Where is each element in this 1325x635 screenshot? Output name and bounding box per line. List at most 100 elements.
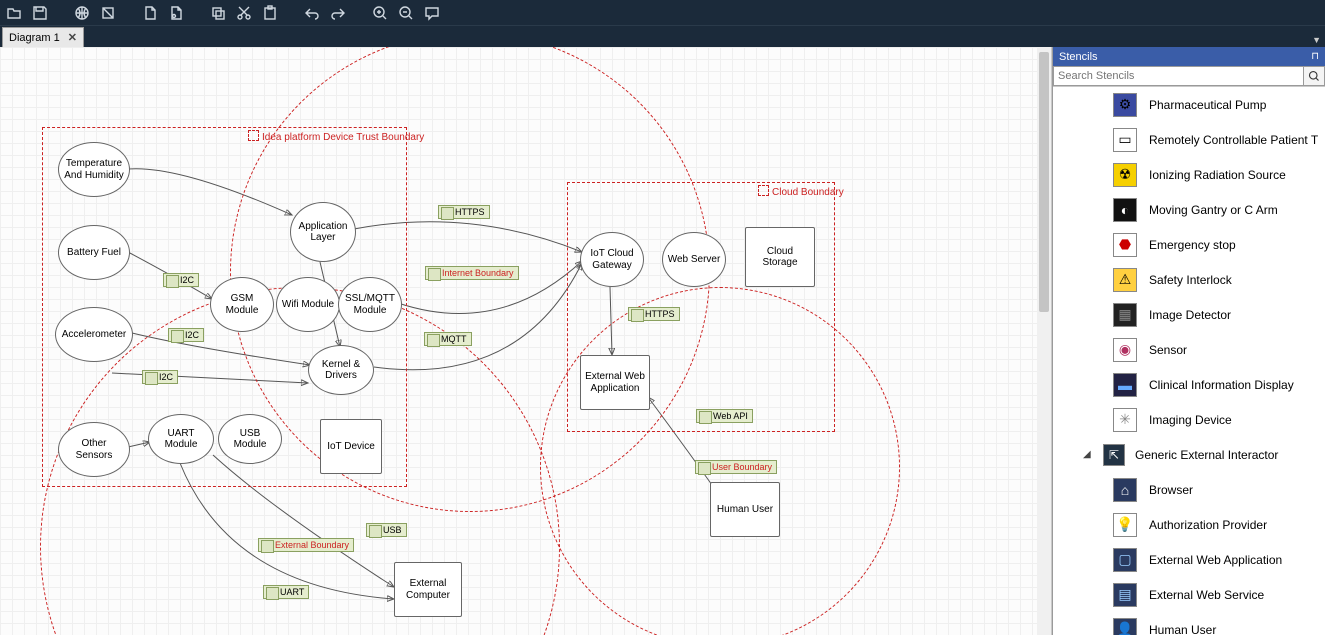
category-icon: ⇱ — [1103, 444, 1125, 466]
undo-icon[interactable] — [304, 5, 320, 21]
stencil-item[interactable]: 💡 Authorization Provider — [1053, 507, 1325, 542]
pin-icon[interactable]: ⊓ — [1311, 51, 1319, 62]
node-usbm[interactable]: USB Module — [218, 414, 282, 464]
stencil-icon: ▤ — [1113, 583, 1137, 607]
comment-icon[interactable] — [424, 5, 440, 21]
node-extweb[interactable]: External Web Application — [580, 355, 650, 410]
close-icon[interactable]: ✕ — [68, 31, 77, 44]
search-icon[interactable] — [1303, 66, 1325, 86]
search-input[interactable] — [1053, 66, 1303, 86]
stencil-item[interactable]: ⌂Browser — [1053, 472, 1325, 507]
node-accel[interactable]: Accelerometer — [55, 307, 133, 362]
stencil-icon: ☢ — [1113, 163, 1137, 187]
stencil-icon: ▬ — [1113, 373, 1137, 397]
node-kernel[interactable]: Kernel & Drivers — [308, 345, 374, 395]
stencil-search — [1053, 66, 1325, 87]
stencil-icon: ✳ — [1113, 408, 1137, 432]
new-page-icon[interactable] — [142, 5, 158, 21]
stencil-icon: ▢ — [1113, 548, 1137, 572]
boundary-label: User Boundary — [695, 460, 777, 474]
stencil-label: Imaging Device — [1149, 413, 1232, 427]
node-wifi[interactable]: Wifi Module — [276, 277, 340, 332]
node-extcomp[interactable]: External Computer — [394, 562, 462, 617]
panel-header: Stencils ⊓ — [1053, 47, 1325, 66]
zoom-out-icon[interactable] — [398, 5, 414, 21]
stencil-icon: ⚙ — [1113, 93, 1137, 117]
stencil-category[interactable]: ◢ ⇱ Generic External Interactor — [1053, 437, 1325, 472]
stencil-label: Authorization Provider — [1149, 518, 1267, 532]
flow-label[interactable]: UART — [263, 585, 309, 599]
cut-icon[interactable] — [236, 5, 252, 21]
copy-icon[interactable] — [210, 5, 226, 21]
stencil-item[interactable]: ▤ External Web Service — [1053, 577, 1325, 612]
stencil-item[interactable]: ▦Image Detector — [1053, 297, 1325, 332]
boundary-label: External Boundary — [258, 538, 354, 552]
globe-icon[interactable] — [74, 5, 90, 21]
stencil-item[interactable]: 👤 Human User — [1053, 612, 1325, 635]
category-label: Generic External Interactor — [1135, 448, 1278, 462]
stencil-label: Sensor — [1149, 343, 1187, 357]
expander-icon[interactable]: ◢ — [1083, 449, 1093, 460]
node-human[interactable]: Human User — [710, 482, 780, 537]
stencil-item[interactable]: ▬ Clinical Information Display — [1053, 367, 1325, 402]
node-uartm[interactable]: UART Module — [148, 414, 214, 464]
stencil-item[interactable]: ▭Remotely Controllable Patient T — [1053, 122, 1325, 157]
stencil-label: External Web Service — [1149, 588, 1264, 602]
panel-title: Stencils — [1059, 51, 1098, 63]
redo-icon[interactable] — [330, 5, 346, 21]
stencil-item[interactable]: ◐Moving Gantry or C Arm — [1053, 192, 1325, 227]
flow-label[interactable]: Web API — [696, 409, 753, 423]
new-template-icon[interactable] — [168, 5, 184, 21]
paste-icon[interactable] — [262, 5, 278, 21]
node-other[interactable]: Other Sensors — [58, 422, 130, 477]
stencil-label: Clinical Information Display — [1149, 378, 1294, 392]
boundary-label: Cloud Boundary — [758, 185, 844, 198]
stencil-item[interactable]: ⬣Emergency stop — [1053, 227, 1325, 262]
tabstrip: Diagram 1 ✕ ▼ — [0, 25, 1325, 47]
stencil-label: Moving Gantry or C Arm — [1149, 203, 1278, 217]
stencil-item[interactable]: ▢ External Web Application — [1053, 542, 1325, 577]
node-app[interactable]: Application Layer — [290, 202, 356, 262]
stencil-item[interactable]: ⚙ Pharmaceutical Pump — [1053, 87, 1325, 122]
node-gsm[interactable]: GSM Module — [210, 277, 274, 332]
flow-label[interactable]: HTTPS — [628, 307, 680, 321]
vertical-scrollbar[interactable] — [1037, 47, 1051, 635]
flow-label[interactable]: I2C — [163, 273, 199, 287]
flow-label[interactable]: USB — [366, 523, 407, 537]
canvas[interactable]: Idea platform Device Trust Boundary Cloud… — [0, 47, 1052, 635]
stencil-icon: 👤 — [1113, 618, 1137, 635]
flow-label[interactable]: I2C — [168, 328, 204, 342]
node-iot[interactable]: IoT Device — [320, 419, 382, 474]
node-cloudstor[interactable]: Cloud Storage — [745, 227, 815, 287]
open-icon[interactable] — [6, 5, 22, 21]
tabs-dropdown-icon[interactable]: ▼ — [1312, 35, 1321, 45]
node-gateway[interactable]: IoT Cloud Gateway — [580, 232, 644, 287]
stencil-tree[interactable]: ⚙ Pharmaceutical Pump ▭Remotely Controllab… — [1053, 87, 1325, 635]
stencil-label: External Web Application — [1149, 553, 1282, 567]
node-batt[interactable]: Battery Fuel — [58, 225, 130, 280]
stencil-item[interactable]: ☢Ionizing Radiation Source — [1053, 157, 1325, 192]
node-ssl[interactable]: SSL/MQTT Module — [338, 277, 402, 332]
flow-label[interactable]: HTTPS — [438, 205, 490, 219]
save-icon[interactable] — [32, 5, 48, 21]
flow-label[interactable]: MQTT — [424, 332, 472, 346]
zoom-in-icon[interactable] — [372, 5, 388, 21]
boundary-label: Internet Boundary — [425, 266, 519, 280]
node-websrv[interactable]: Web Server — [662, 232, 726, 287]
flow-label[interactable]: I2C — [142, 370, 178, 384]
stencil-icon: ▦ — [1113, 303, 1137, 327]
node-temp[interactable]: Temperature And Humidity — [58, 142, 130, 197]
stencil-label: Human User — [1149, 623, 1216, 635]
stencil-item[interactable]: ◉ Sensor — [1053, 332, 1325, 367]
stencil-icon: ⬣ — [1113, 233, 1137, 257]
model-icon[interactable] — [100, 5, 116, 21]
stencil-icon: 💡 — [1113, 513, 1137, 537]
boundary-label: Idea platform Device Trust Boundary — [248, 130, 424, 143]
stencil-icon: ◉ — [1113, 338, 1137, 362]
stencil-item[interactable]: ✳ Imaging Device — [1053, 402, 1325, 437]
stencils-panel: Stencils ⊓ ⚙ Pharmaceutical Pump ▭Remotely… — [1052, 47, 1325, 635]
tab-diagram-1[interactable]: Diagram 1 ✕ — [2, 27, 84, 47]
stencil-item[interactable]: ⚠Safety Interlock — [1053, 262, 1325, 297]
stencil-icon: ⌂ — [1113, 478, 1137, 502]
stencil-label: Pharmaceutical Pump — [1149, 98, 1266, 112]
